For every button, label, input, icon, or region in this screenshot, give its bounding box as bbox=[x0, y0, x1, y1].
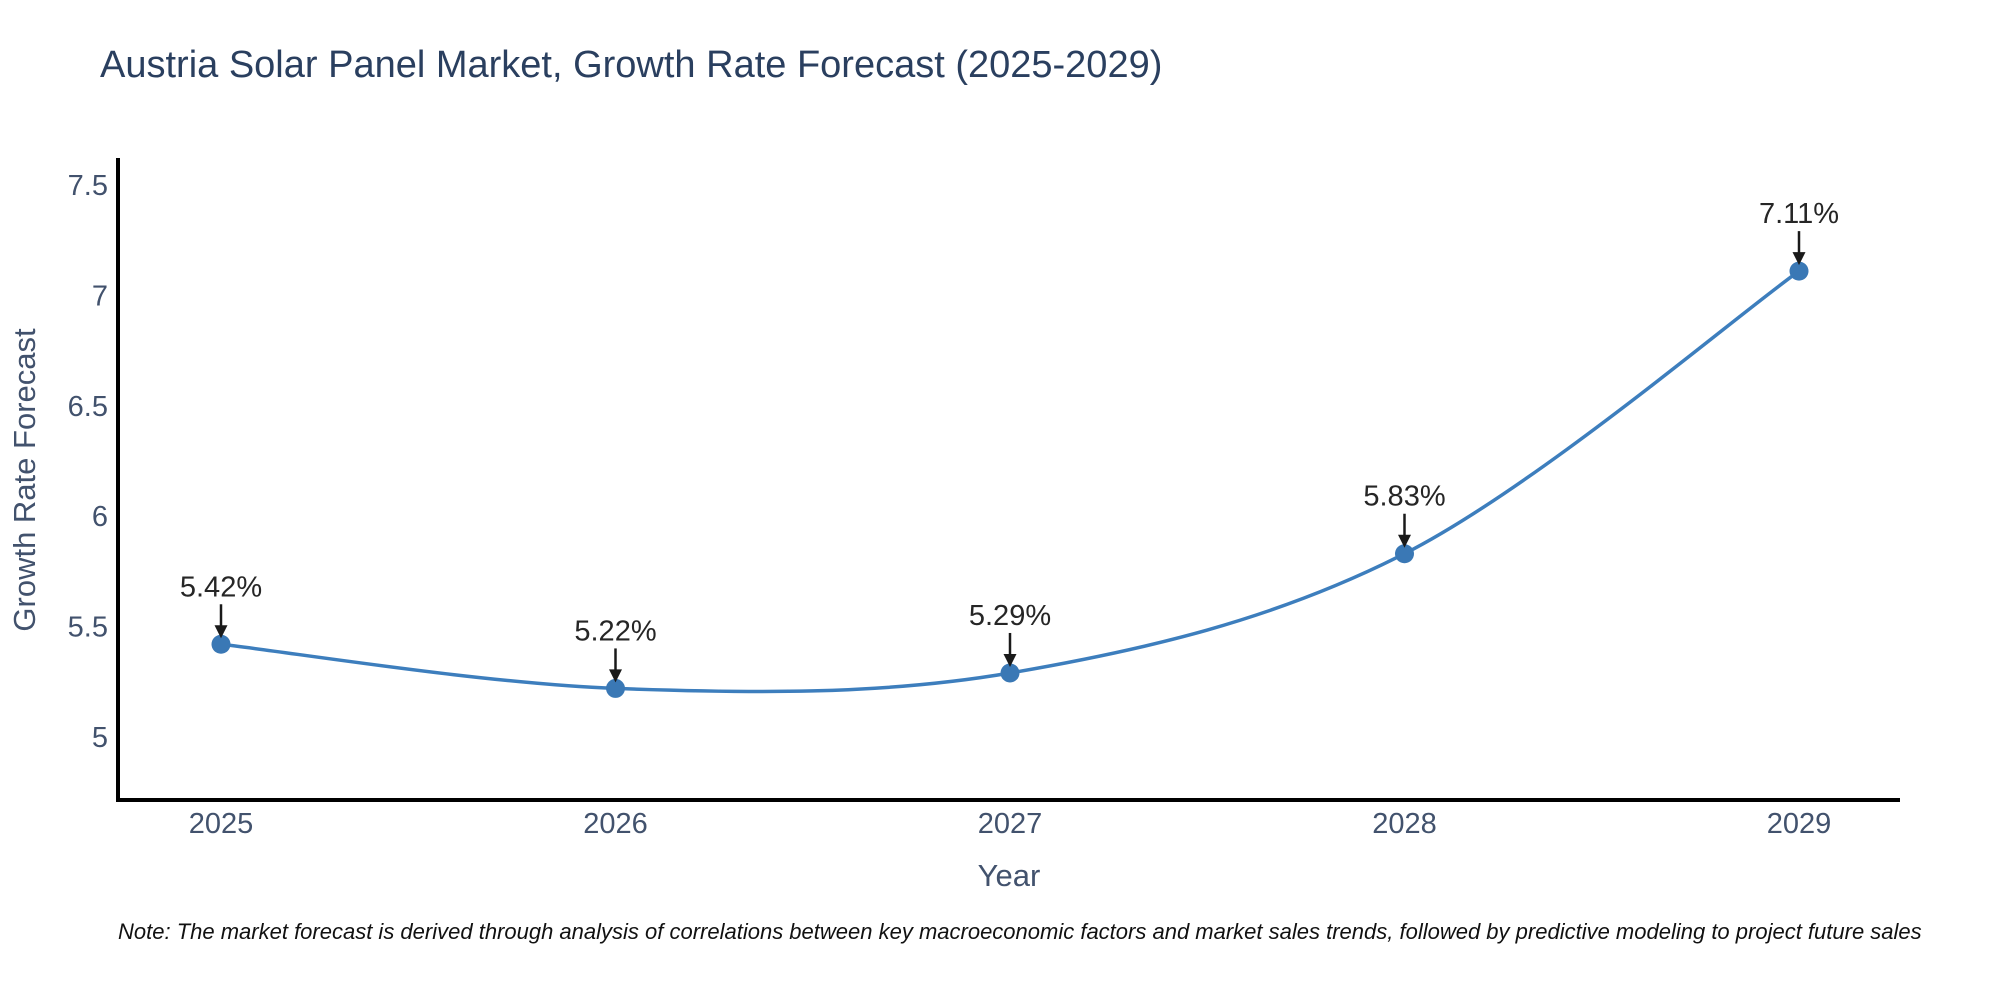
y-tick-label: 5.5 bbox=[68, 612, 108, 644]
point-label-2028: 5.83% bbox=[1363, 481, 1445, 513]
x-tick-label: 2026 bbox=[583, 808, 648, 840]
data-point-2027 bbox=[1000, 663, 1020, 683]
annotation-arrowhead-2029 bbox=[1792, 252, 1806, 266]
chart-title: Austria Solar Panel Market, Growth Rate … bbox=[100, 44, 1163, 86]
y-tick-label: 6.5 bbox=[68, 391, 108, 423]
point-label-2025: 5.42% bbox=[180, 571, 262, 603]
annotation-arrowhead-2028 bbox=[1398, 534, 1411, 548]
annotation-arrowhead-2026 bbox=[609, 669, 622, 683]
x-tick-label: 2027 bbox=[978, 808, 1043, 840]
y-tick-label: 7.5 bbox=[68, 170, 108, 202]
x-axis-title: Year bbox=[977, 858, 1041, 893]
annotation-arrowhead-2025 bbox=[214, 625, 228, 639]
point-label-2026: 5.22% bbox=[574, 615, 656, 647]
data-point-2026 bbox=[606, 678, 625, 698]
x-tick-label: 2028 bbox=[1372, 808, 1437, 840]
y-tick-label: 7 bbox=[92, 280, 108, 312]
annotation-arrowhead-2027 bbox=[1003, 653, 1017, 667]
x-tick-label: 2029 bbox=[1767, 808, 1832, 840]
y-tick-label: 5 bbox=[92, 722, 108, 754]
data-point-2028 bbox=[1395, 544, 1414, 564]
point-label-2027: 5.29% bbox=[969, 600, 1051, 632]
y-tick-label: 6 bbox=[92, 501, 108, 533]
trend-line bbox=[219, 269, 1801, 694]
footnote: Note: The market forecast is derived thr… bbox=[118, 919, 1922, 944]
data-point-2029 bbox=[1789, 261, 1809, 281]
point-label-2029: 7.11% bbox=[1759, 198, 1839, 230]
data-point-2025 bbox=[211, 634, 231, 654]
x-tick-label: 2025 bbox=[189, 808, 254, 840]
